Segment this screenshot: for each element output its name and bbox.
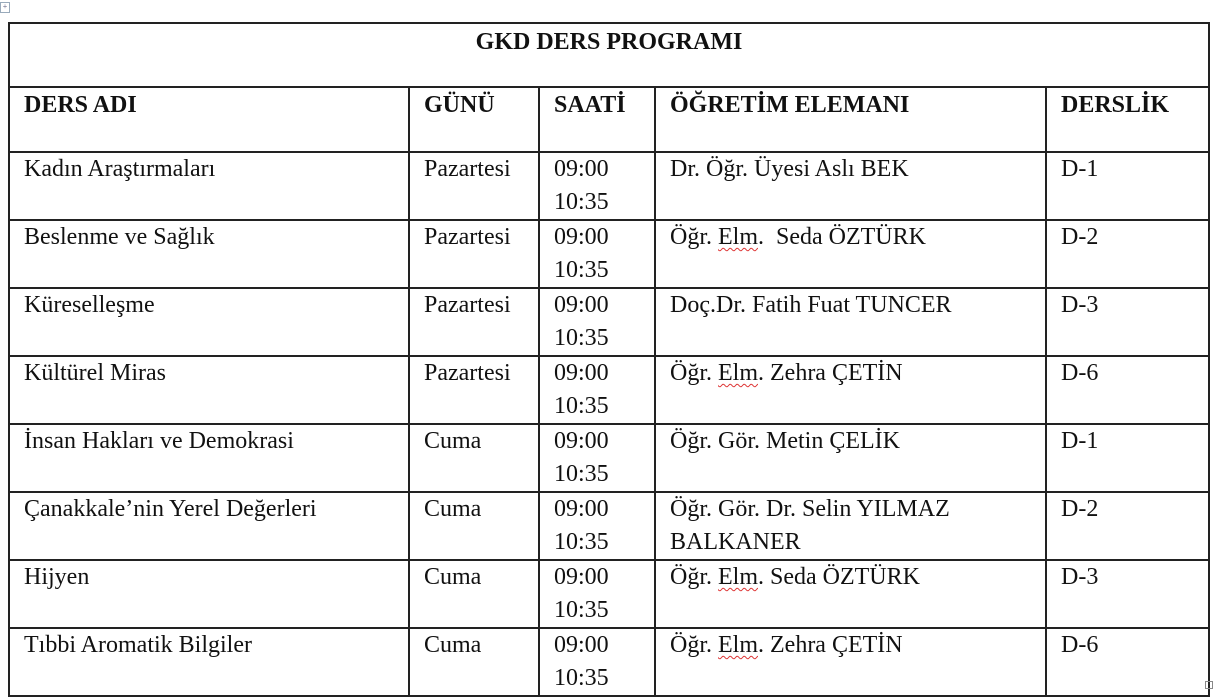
header-instructor: ÖĞRETİM ELEMANI (654, 86, 1047, 153)
day-cell: Pazartesi (408, 151, 540, 221)
course-cell: Kültürel Miras (8, 355, 410, 425)
end-time: 10:35 (554, 597, 609, 623)
course-cell: Beslenme ve Sağlık (8, 219, 410, 289)
start-time: 09:00 (554, 292, 609, 318)
time-cell: 09:00 10:35 (538, 491, 656, 561)
course-cell: İnsan Hakları ve Demokrasi (8, 423, 410, 493)
instructor-cell: Öğr. Elm. Zehra ÇETİN (654, 627, 1047, 697)
spellcheck-mark: Elm (718, 360, 758, 386)
time-cell: 09:00 10:35 (538, 423, 656, 493)
start-time: 09:00 (554, 156, 609, 182)
room-cell: D-2 (1045, 491, 1210, 561)
instructor-cell: Öğr. Elm. Seda ÖZTÜRK (654, 219, 1047, 289)
room-cell: D-6 (1045, 355, 1210, 425)
course-cell: Küreselleşme (8, 287, 410, 357)
time-cell: 09:00 10:35 (538, 287, 656, 357)
course-cell: Hijyen (8, 559, 410, 629)
header-time: SAATİ (538, 86, 656, 153)
time-cell: 09:00 10:35 (538, 219, 656, 289)
day-cell: Pazartesi (408, 219, 540, 289)
table-row: Tıbbi Aromatik Bilgiler Cuma 09:00 10:35 … (8, 627, 1210, 697)
spellcheck-mark: Elm (718, 632, 758, 658)
day-cell: Cuma (408, 423, 540, 493)
table-row: Hijyen Cuma 09:00 10:35 Öğr. Elm. Seda ÖZ… (8, 559, 1210, 629)
end-time: 10:35 (554, 665, 609, 691)
instructor-cell: Öğr. Elm. Seda ÖZTÜRK (654, 559, 1047, 629)
end-time: 10:35 (554, 393, 609, 419)
day-cell: Pazartesi (408, 355, 540, 425)
time-cell: 09:00 10:35 (538, 355, 656, 425)
table-row: Küreselleşme Pazartesi 09:00 10:35 Doç.Dr… (8, 287, 1210, 357)
start-time: 09:00 (554, 428, 609, 454)
room-cell: D-1 (1045, 423, 1210, 493)
day-cell: Cuma (408, 559, 540, 629)
end-time: 10:35 (554, 325, 609, 351)
table-move-handle[interactable]: + (0, 2, 10, 13)
header-course: DERS ADI (8, 86, 410, 153)
room-cell: D-1 (1045, 151, 1210, 221)
header-day: GÜNÜ (408, 86, 540, 153)
header-room: DERSLİK (1045, 86, 1210, 153)
end-time: 10:35 (554, 257, 609, 283)
time-cell: 09:00 10:35 (538, 151, 656, 221)
spellcheck-mark: Elm (718, 564, 758, 590)
spellcheck-mark: Elm (718, 224, 758, 250)
time-cell: 09:00 10:35 (538, 559, 656, 629)
table-resize-handle[interactable] (1205, 681, 1213, 689)
room-cell: D-2 (1045, 219, 1210, 289)
day-cell: Cuma (408, 627, 540, 697)
time-cell: 09:00 10:35 (538, 627, 656, 697)
course-cell: Kadın Araştırmaları (8, 151, 410, 221)
instructor-cell: Doç.Dr. Fatih Fuat TUNCER (654, 287, 1047, 357)
day-cell: Cuma (408, 491, 540, 561)
table-title: GKD DERS PROGRAMI (8, 22, 1210, 88)
instructor-cell: Öğr. Gör. Dr. Selin YILMAZ BALKANER (654, 491, 1047, 561)
instructor-cell: Dr. Öğr. Üyesi Aslı BEK (654, 151, 1047, 221)
end-time: 10:35 (554, 189, 609, 215)
start-time: 09:00 (554, 360, 609, 386)
course-schedule-table: GKD DERS PROGRAMI DERS ADI GÜNÜ SAATİ ÖĞ… (8, 22, 1210, 697)
start-time: 09:00 (554, 224, 609, 250)
course-cell: Tıbbi Aromatik Bilgiler (8, 627, 410, 697)
day-cell: Pazartesi (408, 287, 540, 357)
start-time: 09:00 (554, 564, 609, 590)
start-time: 09:00 (554, 496, 609, 522)
table-row: İnsan Hakları ve Demokrasi Cuma 09:00 10:… (8, 423, 1210, 493)
table-row: Beslenme ve Sağlık Pazartesi 09:00 10:35 … (8, 219, 1210, 289)
room-cell: D-3 (1045, 287, 1210, 357)
end-time: 10:35 (554, 529, 609, 555)
table-row: Kültürel Miras Pazartesi 09:00 10:35 Öğr.… (8, 355, 1210, 425)
table-row: Çanakkale’nin Yerel Değerleri Cuma 09:00… (8, 491, 1210, 561)
start-time: 09:00 (554, 632, 609, 658)
instructor-cell: Öğr. Elm. Zehra ÇETİN (654, 355, 1047, 425)
table-row: Kadın Araştırmaları Pazartesi 09:00 10:35… (8, 151, 1210, 221)
end-time: 10:35 (554, 461, 609, 487)
instructor-cell: Öğr. Gör. Metin ÇELİK (654, 423, 1047, 493)
course-cell: Çanakkale’nin Yerel Değerleri (8, 491, 410, 561)
room-cell: D-6 (1045, 627, 1210, 697)
room-cell: D-3 (1045, 559, 1210, 629)
